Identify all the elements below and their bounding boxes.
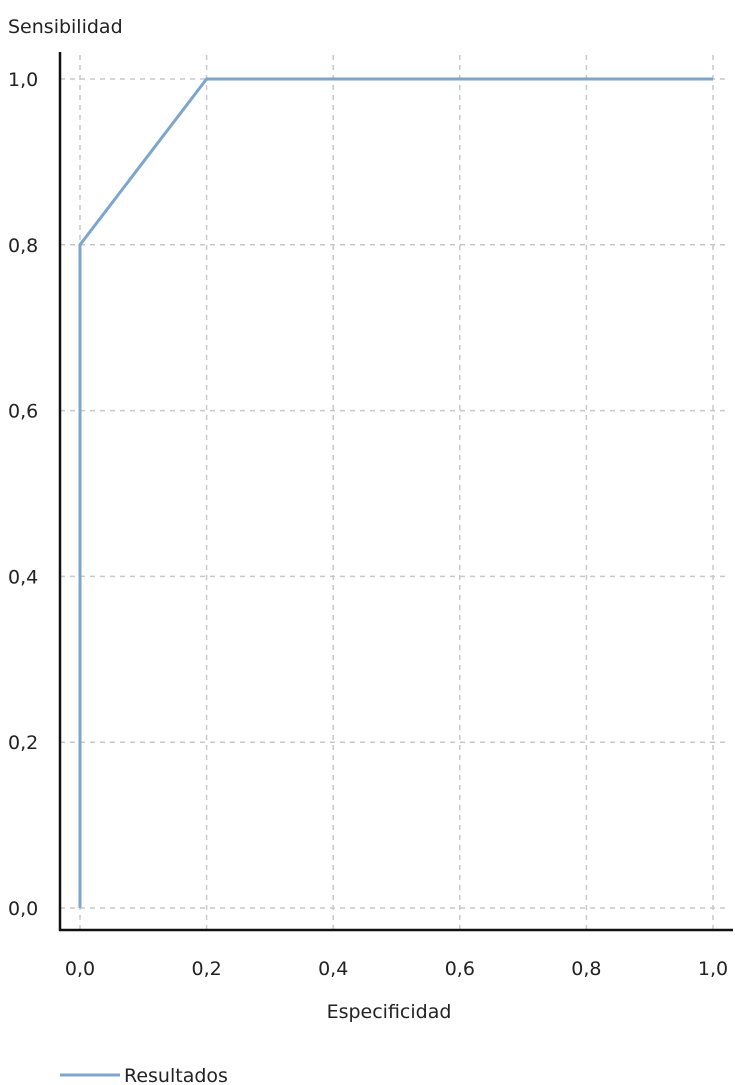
y-tick-label: 1,0 [8,69,38,91]
y-tick-label: 0,0 [8,898,38,920]
x-axis-title: Especificidad [327,1001,452,1023]
x-tick-label: 0,0 [65,958,95,980]
y-tick-label: 0,8 [8,235,38,257]
legend: Resultados [60,1065,228,1085]
series-line-resultados [78,77,713,908]
y-tick-label: 0,2 [8,732,38,754]
y-tick-label: 0,4 [8,566,38,588]
y-axis-title: Sensibilidad [8,16,123,38]
axes [58,52,733,932]
grid [60,55,725,930]
y-tick-labels: 0,0 0,2 0,4 0,6 0,8 1,0 [8,69,38,920]
x-tick-label: 0,4 [318,958,348,980]
x-tick-label: 0,8 [571,958,601,980]
x-tick-label: 1,0 [698,958,728,980]
x-tick-label: 0,6 [445,958,475,980]
x-tick-labels: 0,0 0,2 0,4 0,6 0,8 1,0 [65,958,728,980]
y-tick-label: 0,6 [8,401,38,423]
series-layer [78,77,713,908]
legend-label-resultados: Resultados [124,1065,228,1085]
x-tick-label: 0,2 [191,958,221,980]
